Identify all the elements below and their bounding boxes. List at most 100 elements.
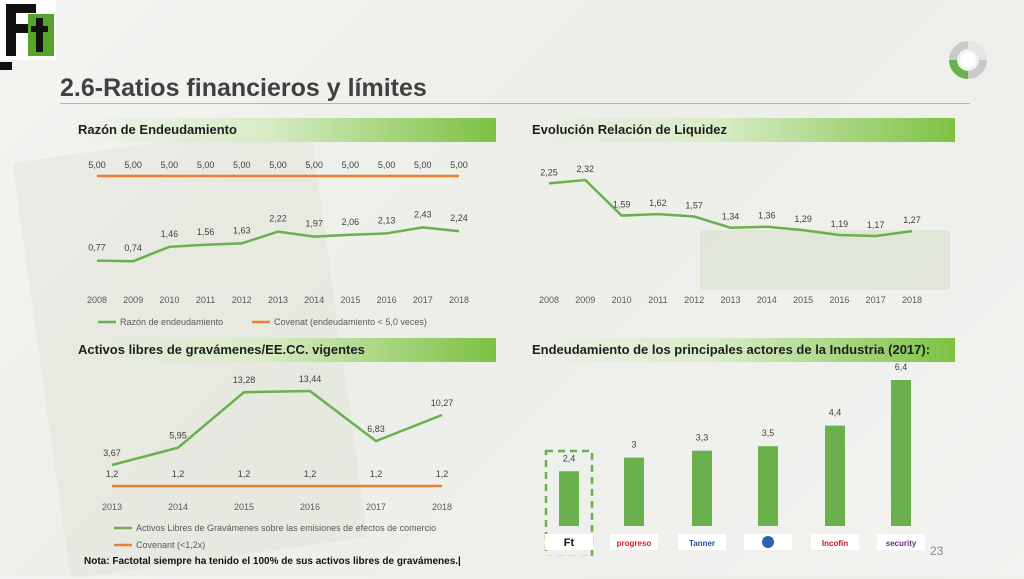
data-label: 3,3 [696,433,709,443]
data-label: 5,00 [414,160,432,170]
data-label: 6,4 [895,362,908,372]
x-tick-label: 2013 [102,502,122,512]
x-tick-label: 2010 [612,295,632,305]
x-tick-label: 2017 [366,502,386,512]
data-label: 5,00 [124,160,142,170]
data-label: 1,34 [722,212,740,222]
data-label: 1,29 [794,214,812,224]
data-label: 2,25 [540,167,558,177]
data-label: 2,06 [342,217,360,227]
company-logo-box [811,534,859,550]
company-logo-text: progreso [617,539,652,548]
x-tick-label: 2009 [575,295,595,305]
data-label: 2,13 [378,215,396,225]
section-header-debt-ratio: Razón de Endeudamiento [68,118,496,142]
x-tick-label: 2012 [232,295,252,305]
x-tick-label: 2017 [413,295,433,305]
x-tick-label: 2016 [377,295,397,305]
x-tick-label: 2011 [648,295,667,305]
highlight-box [544,449,594,556]
footnote: Nota: Factotal siempre ha tenido el 100%… [84,556,461,567]
title-divider [60,103,970,104]
data-label: 10,27 [431,398,454,408]
x-tick-label: 2013 [720,295,740,305]
debt-ratio-chart: 0,77 0,74 1,46 1,56 1,63 2,22 1,97 2,06 2,13 2,43… [87,160,469,327]
x-tick-label: 2015 [234,502,254,512]
data-label: 1,36 [758,211,776,221]
data-label: 3,5 [762,428,775,438]
data-label: 2,4 [563,453,576,463]
data-label: 5,00 [305,160,323,170]
data-label: 13,28 [233,375,256,385]
data-label: 1,59 [613,200,631,210]
x-tick-label: 2014 [168,502,188,512]
company-logo-mark [762,536,774,548]
x-tick-label: 2012 [684,295,704,305]
x-tick-label: 2018 [902,295,922,305]
data-label: 1,57 [685,201,703,211]
legend-entry: Activos Libres de Gravámenes sobre las e… [136,523,436,533]
data-label: 1,63 [233,225,251,235]
data-label: 4,4 [829,408,842,418]
x-tick-label: 2017 [866,295,886,305]
data-label: 2,22 [269,214,287,224]
data-label: 5,00 [450,160,468,170]
x-tick-label: 2008 [539,295,559,305]
section-header-industry-debt: Endeudamiento de los principales actores… [522,338,955,362]
bar [758,446,778,526]
company-logo-text: Incofin [822,539,848,548]
series-line [548,178,913,238]
company-logo-box [610,534,658,550]
x-tick-label: 2010 [159,295,179,305]
x-tick-label: 2015 [340,295,360,305]
x-tick-label: 2016 [300,502,320,512]
x-tick-label: 2018 [432,502,452,512]
data-label: 5,00 [88,160,106,170]
data-label: 2,32 [577,164,595,174]
section-header-liquidity: Evolución Relación de Liquidez [522,118,955,142]
data-label: 1,62 [649,198,667,208]
data-label: 5,00 [378,160,396,170]
data-label: 5,00 [342,160,360,170]
bar [624,457,644,526]
page-number: 23 [930,544,944,558]
x-tick-label: 2009 [123,295,143,305]
data-label: 13,44 [299,374,322,384]
bar [891,380,911,526]
x-tick-label: 2015 [793,295,813,305]
free-assets-chart: 3,67 5,95 13,28 13,44 6,83 10,27 1,2 1,2 1,2 1,2 1… [102,374,454,550]
data-label: 5,00 [233,160,251,170]
x-tick-label: 2008 [87,295,107,305]
company-logo-box [877,534,925,550]
x-tick-label: 2016 [829,295,849,305]
data-label: 3,67 [103,448,121,458]
data-label: 5,00 [197,160,215,170]
background-shape [700,230,950,290]
industry-debt-chart: 2,4 3 3,3 3,5 4,4 6,4 Ft progreso Tanner Incofin s… [544,362,925,556]
data-label: 1,2 [304,469,317,479]
company-logo [0,0,56,60]
data-label: 2,24 [450,213,468,223]
data-label: 3 [631,440,636,450]
data-label: 5,95 [169,431,187,441]
legend-entry: Razón de endeudamiento [120,317,223,327]
data-label: 1,19 [831,219,849,229]
data-label: 1,2 [172,469,185,479]
legend-entry: Covenant (<1,2x) [136,540,205,550]
cycle-ring-icon [949,41,987,79]
data-label: 1,2 [238,469,251,479]
data-label: 5,00 [269,160,287,170]
company-logo-box [678,534,726,550]
series-line [111,389,443,467]
company-logo-text: Tanner [689,539,715,548]
data-label: 1,2 [106,469,119,479]
company-logo-text: Ft [564,537,575,549]
decorative-bar [0,62,12,70]
data-label: 6,83 [367,424,385,434]
x-tick-label: 2014 [304,295,324,305]
bar [559,471,579,526]
legend-entry: Covenat (endeudamiento < 5,0 veces) [274,317,427,327]
bar [825,425,845,526]
company-logo-box [545,534,593,550]
data-label: 0,77 [88,243,106,253]
